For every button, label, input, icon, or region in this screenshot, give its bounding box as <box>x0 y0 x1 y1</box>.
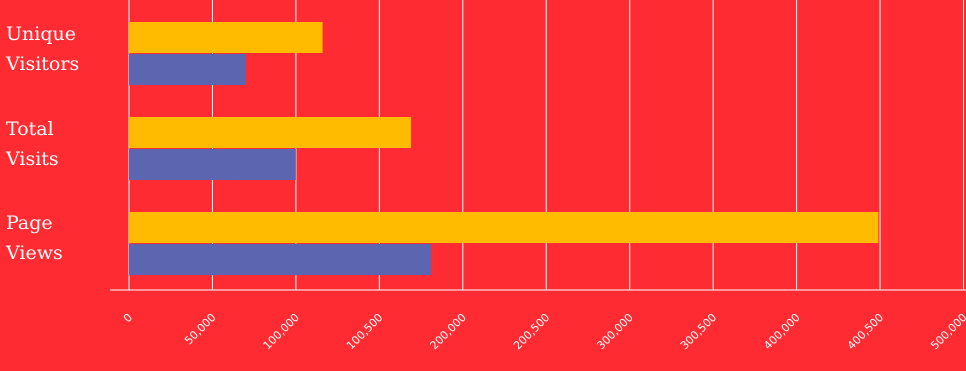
category-label: Total <box>6 118 54 140</box>
bar <box>129 149 296 180</box>
category-label: Unique <box>6 23 76 45</box>
bar <box>129 54 246 85</box>
bar <box>129 117 412 148</box>
category-label: Visits <box>5 148 59 170</box>
category-label: Page <box>6 212 53 234</box>
category-label: Views <box>5 242 63 264</box>
bar <box>129 212 879 243</box>
bar <box>129 22 323 53</box>
bar <box>129 244 432 275</box>
category-label: Visitors <box>5 53 79 75</box>
